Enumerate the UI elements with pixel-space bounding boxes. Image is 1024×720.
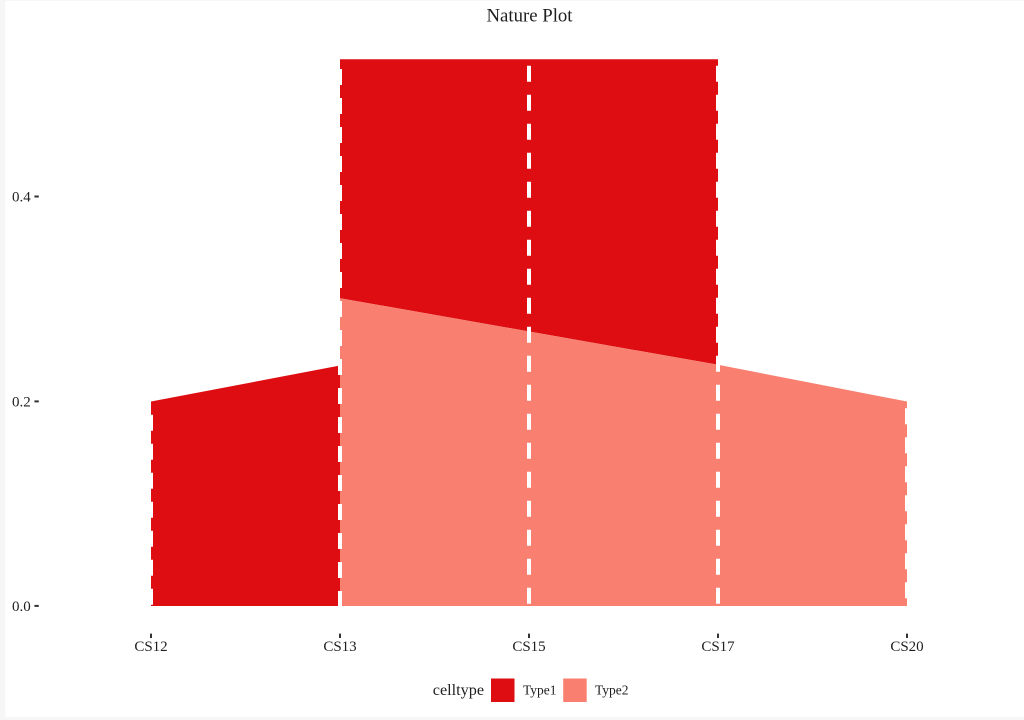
svg-text:0.0: 0.0 (12, 599, 31, 615)
svg-text:CS20: CS20 (890, 639, 923, 655)
svg-text:Type2: Type2 (595, 683, 629, 698)
svg-text:Nature Plot: Nature Plot (486, 6, 573, 27)
svg-text:CS13: CS13 (323, 639, 356, 655)
svg-text:CS17: CS17 (701, 639, 735, 655)
svg-text:0.4: 0.4 (12, 190, 31, 206)
svg-text:Type1: Type1 (523, 683, 557, 698)
svg-text:0.2: 0.2 (12, 395, 31, 411)
svg-text:CS15: CS15 (512, 639, 545, 655)
svg-text:CS12: CS12 (134, 639, 167, 655)
svg-text:celltype: celltype (433, 681, 484, 699)
